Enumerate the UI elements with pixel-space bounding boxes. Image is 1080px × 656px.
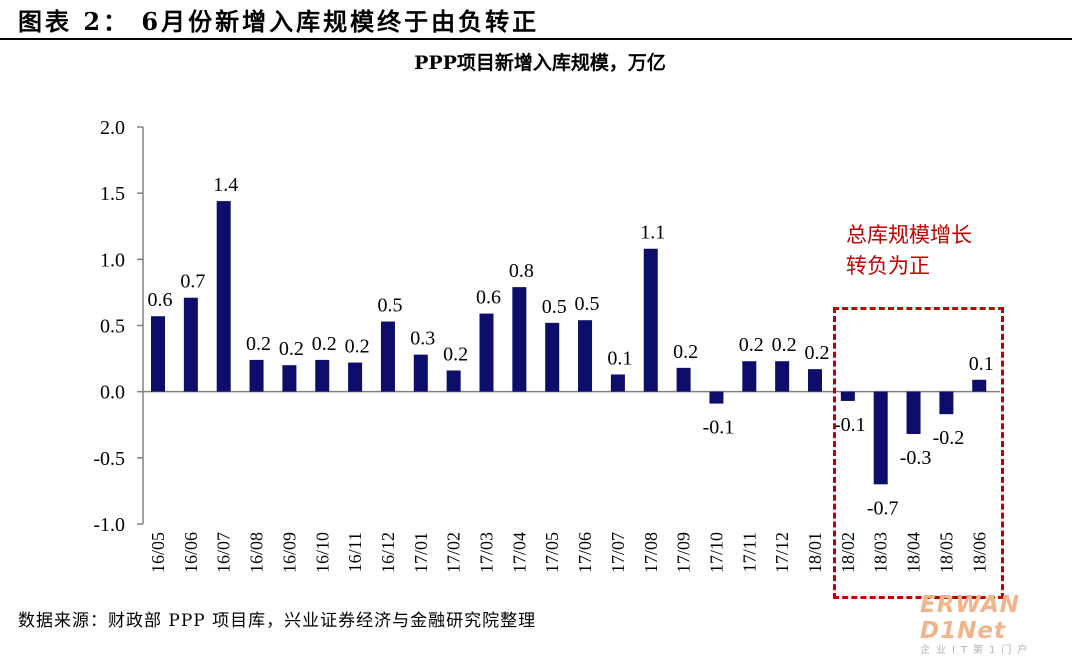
data-label: 1.4 (213, 174, 238, 196)
data-label: 0.5 (377, 295, 402, 317)
x-tick-label: 18/05 (936, 532, 956, 573)
bar (873, 391, 888, 485)
data-label: -0.1 (834, 414, 866, 436)
data-label: 0.2 (443, 343, 468, 365)
data-label: 0.2 (673, 341, 698, 363)
title-divider (0, 38, 1072, 40)
x-tick-label: 17/05 (542, 532, 562, 573)
data-label: -0.7 (867, 497, 899, 519)
bar (479, 313, 494, 392)
bar (413, 354, 428, 392)
bar (808, 369, 822, 392)
data-label: -0.1 (703, 417, 735, 439)
x-tick-label: 16/05 (148, 532, 168, 573)
data-label: 0.1 (607, 347, 632, 369)
bar (610, 374, 625, 392)
y-tick-label: -0.5 (93, 448, 125, 470)
bar (446, 370, 461, 392)
x-tick-label: 18/06 (969, 532, 989, 573)
annotation-line-2: 转负为正 (846, 254, 930, 278)
bar (315, 359, 330, 392)
data-label: 0.5 (575, 293, 600, 315)
bar (348, 362, 363, 392)
x-tick-label: 18/01 (805, 532, 825, 573)
data-label: 0.2 (739, 334, 764, 356)
data-label: 0.6 (148, 289, 173, 311)
source-note: 数据来源：财政部 PPP 项目库，兴业证券经济与金融研究院整理 (18, 611, 537, 631)
x-tick-label: 17/10 (706, 532, 726, 573)
bar (775, 361, 790, 392)
data-label: 0.2 (345, 336, 370, 358)
data-label: 0.7 (180, 271, 205, 293)
annotation-line-1: 总库规模增长 (846, 223, 972, 247)
data-label: 0.1 (969, 353, 994, 375)
y-tick-label: 1.0 (100, 249, 125, 271)
bar (578, 320, 593, 392)
x-tick-label: 16/12 (378, 532, 398, 573)
bar (643, 248, 658, 392)
data-label: 0.2 (279, 338, 304, 360)
bar (742, 361, 757, 392)
y-tick-label: 2.0 (100, 117, 125, 139)
data-label: 0.5 (542, 296, 567, 318)
bar (183, 297, 198, 392)
chart-title: PPP项目新增入库规模，万亿 (414, 52, 666, 74)
bar (249, 359, 264, 392)
x-tick-label: 16/07 (214, 532, 234, 573)
y-tick-label: 0.0 (100, 382, 125, 404)
bar (545, 322, 560, 392)
watermark-brand: ERWAN D1Net (920, 592, 1021, 644)
y-tick-label: 1.5 (100, 183, 125, 205)
x-tick-label: 17/01 (411, 532, 431, 573)
data-label: 0.2 (246, 333, 271, 355)
data-label: 1.1 (640, 222, 665, 244)
highlight-box (833, 307, 1004, 599)
data-label: 0.2 (805, 342, 830, 364)
data-label: 0.2 (772, 334, 797, 356)
bar (709, 391, 724, 404)
bar (216, 201, 231, 392)
figure-title: 图表 2： 6月份新增入库规模终于由负转正 (18, 7, 540, 36)
x-tick-label: 18/04 (904, 532, 924, 573)
x-tick-label: 18/03 (871, 532, 891, 573)
y-tick-label: -1.0 (93, 514, 125, 536)
x-tick-label: 17/08 (641, 532, 661, 573)
x-tick-label: 17/03 (477, 532, 497, 573)
bar (282, 365, 297, 392)
x-tick-label: 17/02 (444, 532, 464, 573)
bar (512, 287, 527, 392)
data-label: 0.8 (509, 260, 534, 282)
x-tick-label: 16/09 (279, 532, 299, 573)
data-label: 0.6 (476, 287, 501, 309)
y-tick-label: 0.5 (100, 316, 125, 338)
data-label: 0.3 (410, 328, 435, 350)
bar (972, 379, 987, 392)
x-tick-label: 17/12 (772, 532, 792, 573)
watermark-tagline: 企业IT第1门户 (920, 645, 1034, 656)
bar-chart: 2.0 1.5 1.0 0.5 0.0 -0.5 -1.0 0.6 16/05 0.7 16/06 1… (93, 117, 1000, 573)
bar (676, 367, 691, 392)
data-label: 0.2 (312, 333, 337, 355)
data-label: -0.2 (933, 427, 965, 449)
bar (380, 321, 395, 392)
data-label: -0.3 (900, 447, 932, 469)
annotation-text: 总库规模增长 转负为正 (846, 220, 972, 282)
x-tick-label: 16/08 (247, 532, 267, 573)
watermark-logo: ERWAN D1Net 企业IT第1门户 (920, 592, 1080, 656)
x-tick-label: 16/06 (181, 532, 201, 573)
x-tick-label: 17/07 (608, 532, 628, 573)
x-tick-label: 17/09 (674, 532, 694, 573)
x-tick-label: 16/11 (345, 532, 365, 572)
bar (151, 316, 165, 392)
x-tick-label: 18/02 (838, 532, 858, 573)
bar (840, 391, 855, 401)
x-tick-label: 17/04 (509, 532, 529, 573)
bar (906, 391, 921, 435)
x-tick-label: 17/06 (575, 532, 595, 573)
bar (939, 391, 954, 415)
x-tick-label: 16/10 (312, 532, 332, 573)
x-tick-label: 17/11 (739, 532, 759, 572)
